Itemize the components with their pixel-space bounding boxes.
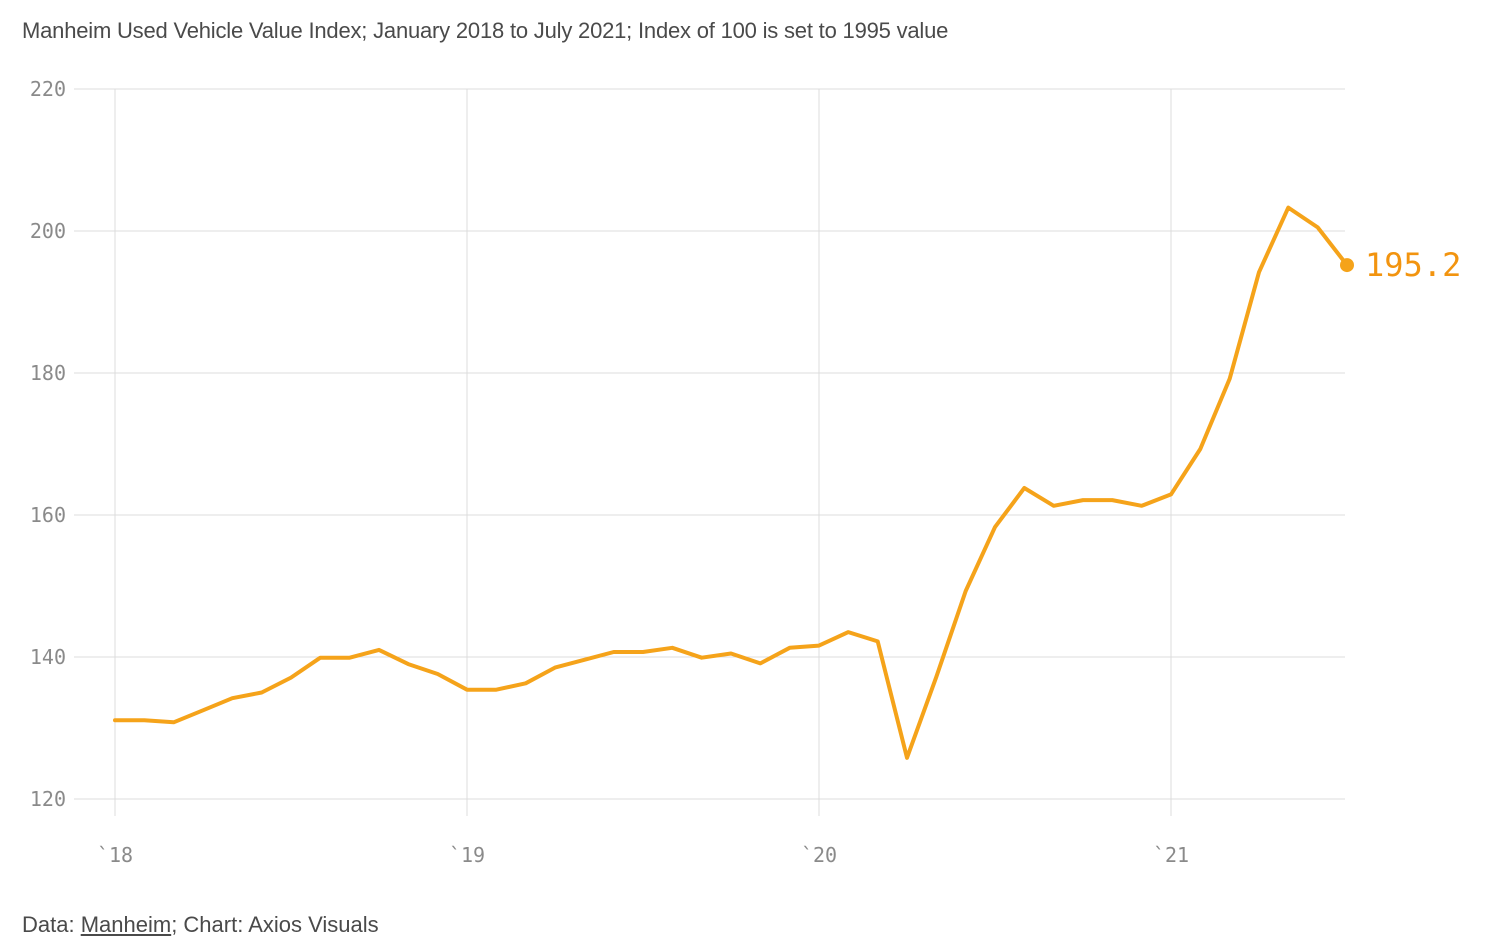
series-line-0 [113, 205, 1349, 760]
x-axis-tick-labels: `18 `19 `20 `21 [97, 843, 1189, 867]
y-tick-label-140: 140 [30, 645, 66, 669]
source-link[interactable]: Manheim [80, 912, 172, 937]
x-tick-label-0: `18 [97, 843, 133, 867]
y-tick-label-220: 220 [30, 77, 66, 101]
y-tick-label-180: 180 [30, 361, 66, 385]
x-tick-label-2: `20 [801, 843, 837, 867]
y-axis-tick-labels: 220 200 180 160 140 120 [30, 77, 66, 811]
x-tick-label-1: `19 [449, 843, 485, 867]
data-prefix: Data: [22, 912, 81, 937]
chart-title: Manheim Used Vehicle Value Index; Januar… [22, 18, 949, 43]
y-tick-label-120: 120 [30, 787, 66, 811]
credit-suffix: ; Chart: Axios Visuals [171, 912, 379, 937]
y-tick-label-200: 200 [30, 219, 66, 243]
source-credit: Data: Manheim; Chart: Axios Visuals [22, 912, 379, 938]
end-value-label: 195.2 [1365, 246, 1461, 284]
vertical-gridlines [114, 89, 1172, 816]
end-point-marker [1340, 258, 1354, 273]
y-tick-label-160: 160 [30, 503, 66, 527]
x-tick-label-3: `21 [1153, 843, 1189, 867]
series-layer: 195.2 [113, 205, 1461, 760]
horizontal-gridlines [74, 88, 1345, 800]
